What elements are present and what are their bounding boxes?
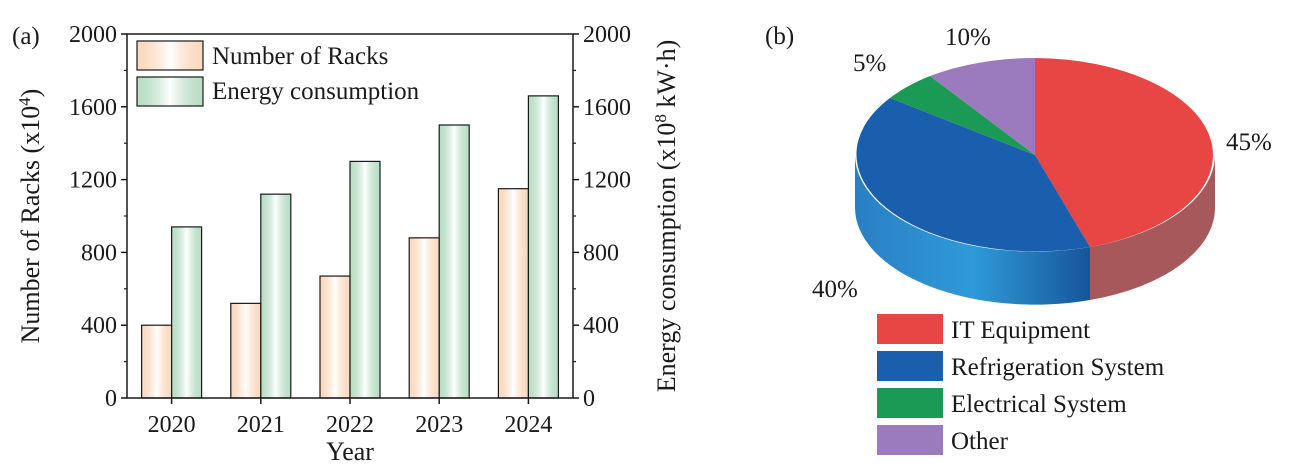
bar-energy [527,95,560,399]
y-tick-label-right: 2000 [583,22,631,48]
y-tick-label-left: 800 [81,240,117,266]
bar-racks [141,324,173,399]
pct-label-electrical: 5% [853,50,886,77]
y-tick-label-right: 400 [583,313,619,339]
y-tick-label-left: 0 [105,386,117,412]
bar-racks [230,302,262,399]
y-tick-label-right: 1200 [583,168,631,194]
legend-label-other: Other [951,428,1009,455]
pct-label-other: 10% [945,24,991,51]
y-tick-label-left: 2000 [69,22,117,48]
pie-chart-panel: (b) 45% 40% 5% 10% IT Equipment Refriger… [765,23,1272,455]
pct-label-it-equipment: 45% [1226,129,1272,156]
panel-label-b: (b) [765,23,794,50]
legend-swatch-refrigeration [877,351,943,381]
panel-label-a: (a) [12,23,40,50]
x-tick-label: 2021 [237,412,285,438]
pie-slice-other [930,57,1035,156]
x-tick-label: 2020 [148,412,196,438]
pct-label-refrigeration: 40% [812,276,858,303]
y-axis-right-title: Energy consumption (x108 kW·h) [651,40,681,392]
legend-label-racks: Number of Racks [212,43,388,70]
bar-energy [260,193,292,399]
pie-side-it-equipment [1090,155,1215,300]
pie-side-refrigeration [855,155,1090,305]
bar-energy [171,226,203,399]
pie-slice-electrical [890,76,1035,155]
x-tick-label: 2022 [326,412,374,438]
y-tick-label-right: 0 [583,386,595,412]
y-tick-label-left: 1200 [69,168,117,194]
pie-slice-it-equipment [1035,58,1213,247]
legend-label-refrigeration: Refrigeration System [951,354,1165,381]
x-tick-label: 2024 [504,412,552,438]
bar-energy [349,160,381,399]
x-axis-title: Year [326,437,374,466]
y-tick-label-left: 1600 [69,95,117,121]
bar-racks [319,275,351,399]
bar-energy [438,124,470,399]
bars [141,95,560,399]
y-tick-label-right: 1600 [583,95,631,121]
y-ticks: 0 0 400 400 800 800 1200 1200 1600 1600 2000 2000 [69,22,631,412]
x-tick-label: 2023 [415,412,463,438]
legend-swatch-other [877,425,943,455]
legend-label-energy: Energy consumption [212,78,420,105]
legend-swatch-electrical [877,388,943,418]
pie-legend: IT Equipment Refrigeration System Electr… [877,314,1165,455]
bar-chart-panel: (a) 0 0 400 400 800 800 1200 1200 1600 1600 2000 20… [12,22,681,466]
legend-swatch-energy [136,76,204,107]
pie-3d [855,57,1215,305]
x-ticks: 2020 2021 2022 2023 2024 [148,398,552,438]
legend-label-electrical: Electrical System [951,391,1127,418]
bar-legend: Number of Racks Energy consumption [136,40,420,107]
bar-racks [408,237,440,399]
pie-slice-refrigeration [856,98,1090,252]
legend-label-it-equipment: IT Equipment [951,317,1090,344]
y-tick-label-right: 800 [583,240,619,266]
y-axis-left-title: Number of Racks (x104) [15,89,45,344]
y-tick-label-left: 400 [81,313,117,339]
legend-swatch-racks [136,40,204,71]
bar-racks [497,188,529,399]
legend-swatch-it-equipment [877,314,943,344]
